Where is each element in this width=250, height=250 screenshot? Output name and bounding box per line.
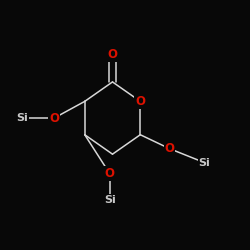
Text: Si: Si: [104, 195, 116, 205]
Text: O: O: [135, 95, 145, 108]
Text: O: O: [108, 48, 118, 61]
Text: O: O: [49, 112, 59, 124]
Text: Si: Si: [198, 158, 210, 168]
Text: O: O: [164, 142, 174, 155]
Text: O: O: [105, 167, 115, 180]
Text: Si: Si: [16, 113, 28, 123]
